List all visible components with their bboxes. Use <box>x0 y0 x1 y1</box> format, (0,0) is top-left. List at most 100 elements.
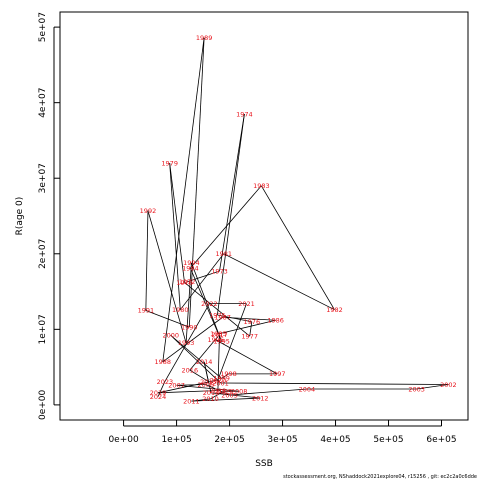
trajectory-segment <box>176 384 206 386</box>
year-point-label: 1984 <box>182 264 199 272</box>
year-point-label: 2000 <box>162 332 179 340</box>
trajectory-segment <box>190 185 262 269</box>
trajectory-segment <box>189 267 219 335</box>
x-axis-label: SSB <box>255 459 273 469</box>
year-point-label: 2008 <box>231 388 248 396</box>
year-point-label: 2022 <box>201 300 218 308</box>
trajectory-lines <box>145 37 449 402</box>
trajectory-segment <box>222 316 276 321</box>
year-point-label: 1994 <box>183 259 200 267</box>
trajectory-segment <box>223 253 335 311</box>
year-point-label: 2007 <box>168 382 185 390</box>
year-point-label: 1992 <box>140 207 157 215</box>
x-tick-label: 4e+05 <box>320 435 350 445</box>
trajectory-segment <box>147 210 187 344</box>
year-point-label: 1987 <box>214 314 231 322</box>
credit-text: stockassessment.org, NShaddock2021explor… <box>283 474 477 480</box>
trajectory-segment <box>210 390 224 400</box>
x-tick-label: 0e+00 <box>108 435 139 445</box>
trajectory-segment <box>220 382 449 385</box>
year-point-label: 2024 <box>150 393 167 401</box>
year-point-label: 1972 <box>179 278 196 286</box>
trajectory-segment <box>162 316 223 363</box>
year-point-label: 2015 <box>200 378 217 386</box>
x-tick-label: 3e+05 <box>267 435 297 445</box>
y-tick-label: 5e+07 <box>38 12 48 42</box>
trajectory-segment <box>229 388 307 396</box>
trajectory-segment <box>249 321 253 337</box>
year-point-label: 2017 <box>211 331 228 339</box>
trajectory-segment <box>218 319 276 335</box>
year-point-label: 1991 <box>138 307 155 315</box>
year-point-label: 2009 <box>215 388 232 396</box>
trajectory-segment <box>179 253 225 310</box>
trajectory-segment <box>189 369 209 382</box>
year-point-label: 1978 <box>176 279 193 287</box>
year-point-label: 1997 <box>269 370 286 378</box>
year-point-label: 1979 <box>161 159 178 167</box>
year-point-label: 2023 <box>157 378 174 386</box>
year-point-label: 1985 <box>210 330 227 338</box>
year-point-label: 1976 <box>244 318 261 326</box>
trajectory-segment <box>145 210 149 311</box>
x-tick-label: 5e+05 <box>373 435 403 445</box>
trajectory-segment <box>221 373 229 379</box>
year-labels: 1972 1973 1974 1975 1976 1977 1978 1979 1980 1981… <box>138 34 457 405</box>
trajectory-segment <box>157 379 218 394</box>
year-point-label: 1973 <box>211 267 228 275</box>
year-point-label: 2021 <box>238 300 255 308</box>
year-point-label: 1975 <box>209 311 226 319</box>
trajectory-segment <box>158 390 218 394</box>
trajectory-segment <box>203 361 209 382</box>
trajectory-segment <box>162 37 205 362</box>
trajectory-segment <box>215 339 278 375</box>
year-point-label: 2011 <box>183 397 200 405</box>
y-tick-label: 1e+07 <box>38 314 48 344</box>
year-point-label: 1993 <box>178 339 195 347</box>
trajectory-segment <box>157 381 166 397</box>
trajectory-segment <box>170 335 221 384</box>
year-point-label: 1977 <box>241 332 258 340</box>
year-point-label: 1999 <box>213 375 230 383</box>
year-point-label: 1982 <box>326 306 343 314</box>
trajectory-segment <box>261 185 335 310</box>
trajectory-segment <box>169 163 181 310</box>
year-point-label: 1988 <box>155 358 172 366</box>
y-axis-label: R(age 0) <box>15 197 25 236</box>
trajectory-segment <box>216 113 245 316</box>
year-point-label: 2002 <box>440 381 457 389</box>
trajectory-segment <box>189 334 220 371</box>
year-point-label: 1974 <box>236 110 253 118</box>
y-tick-label: 3e+07 <box>38 163 48 193</box>
year-point-label: 1996 <box>208 336 225 344</box>
x-tick-label: 2e+05 <box>214 435 244 445</box>
year-point-label: 2004 <box>299 385 316 393</box>
y-tick-label: 0e+00 <box>38 389 48 420</box>
trajectory-segment <box>145 310 190 328</box>
y-axis: 0e+00 1e+07 2e+07 3e+07 4e+07 5e+07 <box>38 12 60 420</box>
y-tick-label: 4e+07 <box>38 88 48 118</box>
x-axis: 0e+00 1e+05 2e+05 3e+05 4e+05 5e+05 6e+05 <box>108 420 457 445</box>
year-point-label: 2006 <box>197 381 214 389</box>
trajectory-segment <box>191 262 222 342</box>
trajectory-segment <box>416 384 449 390</box>
trajectory-segment <box>210 392 261 399</box>
trajectory-segment <box>219 113 245 272</box>
year-point-label: 1998 <box>220 370 237 378</box>
year-point-label: 2014 <box>196 358 213 366</box>
year-point-label: 2010 <box>202 395 219 403</box>
trajectory-segment <box>164 303 210 382</box>
plot-frame <box>59 11 469 421</box>
year-point-label: 2013 <box>203 389 220 397</box>
year-point-label: 2019 <box>150 389 167 397</box>
y-tick-label: 2e+07 <box>38 239 48 269</box>
trajectory-segment <box>169 163 185 283</box>
year-point-label: 2003 <box>408 385 425 393</box>
year-point-label: 2020 <box>210 376 227 384</box>
trajectory-segment <box>185 262 192 343</box>
trajectory-segment <box>191 397 261 402</box>
year-point-label: 1986 <box>267 317 284 325</box>
trajectory-segment <box>188 37 205 328</box>
year-point-label: 1989 <box>196 34 213 42</box>
